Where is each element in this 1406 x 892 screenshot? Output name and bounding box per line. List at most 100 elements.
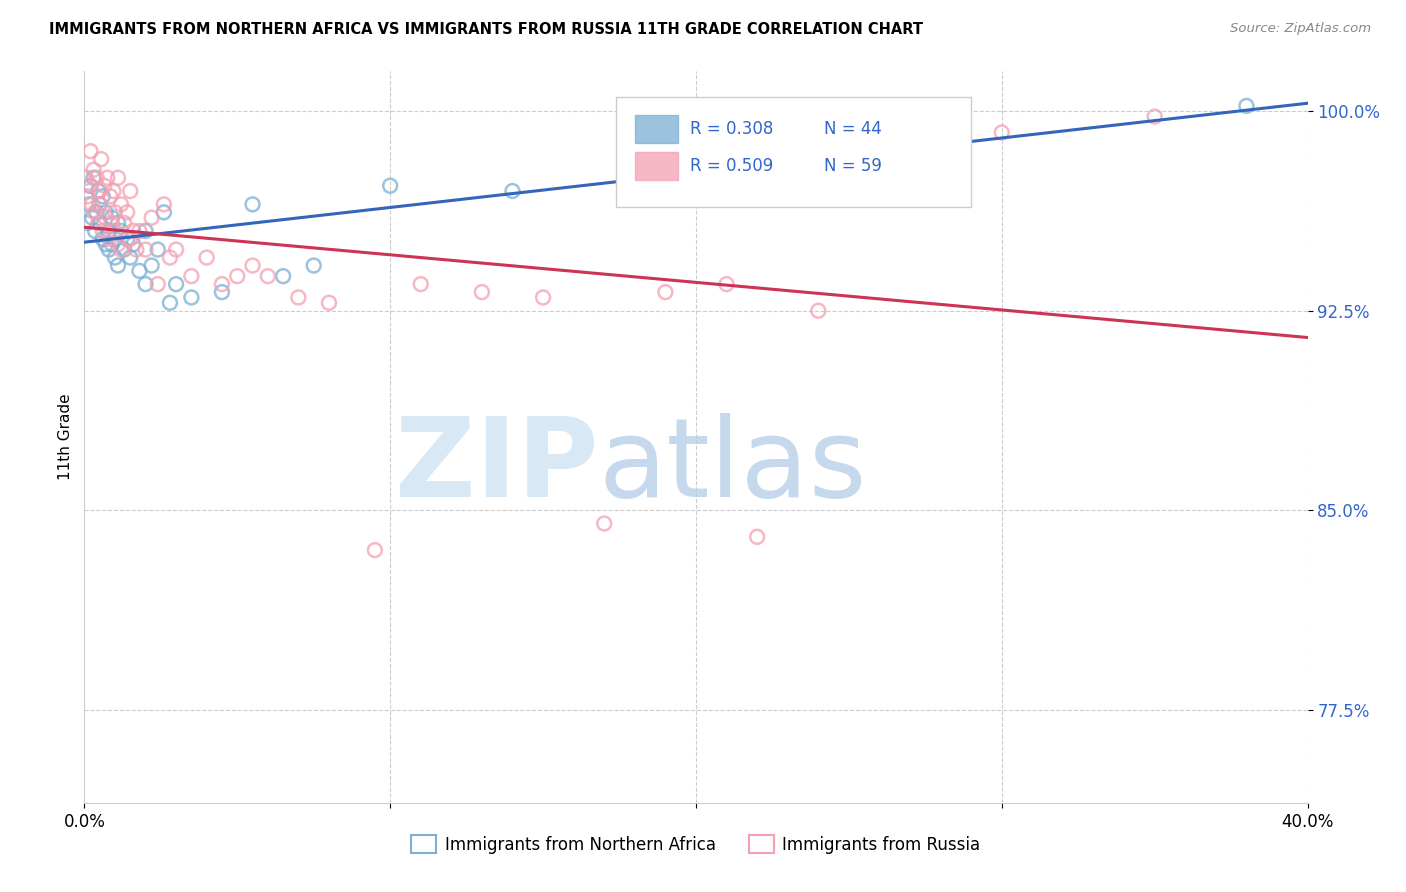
Point (159, 295, 181, 310)
Point (104, 251, 127, 265)
Point (125, 243, 148, 257)
Point (654, 285, 676, 299)
Point (79, 178, 101, 193)
Point (89, 197, 111, 211)
Point (112, 216, 135, 230)
Point (226, 269, 249, 284)
Point (93, 178, 115, 193)
Point (120, 251, 142, 265)
Point (115, 205, 138, 219)
Point (110, 224, 132, 238)
Point (91, 224, 114, 238)
Point (271, 269, 294, 284)
Point (180, 269, 202, 284)
Point (89, 184, 111, 198)
Point (89, 216, 111, 230)
Point (991, 126, 1014, 140)
Point (87, 216, 110, 230)
Point (135, 277, 157, 292)
Point (146, 277, 169, 292)
Point (110, 243, 132, 257)
Point (242, 197, 264, 211)
Point (318, 295, 340, 310)
Point (302, 259, 325, 273)
Point (80, 211, 103, 225)
Point (898, 178, 921, 193)
Point (747, 530, 769, 544)
Point (83, 170, 105, 185)
Point (91, 232, 114, 246)
Point (94, 237, 117, 252)
Point (97, 243, 120, 257)
Point (159, 251, 181, 265)
Point (91, 189, 114, 203)
Point (502, 184, 524, 198)
Point (122, 224, 145, 238)
Point (211, 285, 233, 299)
Text: N = 59: N = 59 (824, 157, 883, 175)
Point (76, 189, 98, 203)
Point (103, 184, 125, 198)
Point (76, 216, 98, 230)
Point (80, 197, 103, 211)
Point (110, 197, 132, 211)
Point (87, 184, 110, 198)
Legend: Immigrants from Northern Africa, Immigrants from Russia: Immigrants from Northern Africa, Immigra… (405, 829, 987, 860)
Point (96, 170, 118, 185)
Point (716, 277, 738, 292)
Point (112, 243, 135, 257)
Point (84, 224, 107, 238)
Point (101, 237, 124, 252)
Point (141, 259, 163, 273)
Point (146, 243, 169, 257)
Point (101, 216, 124, 230)
Point (180, 290, 202, 304)
Point (84, 205, 107, 219)
Point (120, 184, 142, 198)
Text: ZIP: ZIP (395, 413, 598, 520)
Point (89, 197, 111, 211)
Point (122, 237, 145, 252)
Bar (636, 152, 678, 179)
Point (104, 232, 127, 246)
Bar (636, 115, 678, 143)
Point (97, 232, 120, 246)
Text: atlas: atlas (598, 413, 866, 520)
Point (135, 224, 157, 238)
Point (107, 216, 129, 230)
Point (135, 243, 157, 257)
Point (97, 224, 120, 238)
Point (115, 232, 138, 246)
Point (153, 197, 176, 211)
Point (128, 224, 150, 238)
Point (195, 251, 218, 265)
Point (380, 178, 402, 193)
Point (98, 189, 121, 203)
Point (101, 211, 124, 225)
Point (83, 162, 105, 177)
Point (94, 205, 117, 219)
Point (107, 170, 129, 185)
Point (1236, 99, 1258, 113)
Point (807, 303, 830, 318)
Point (531, 290, 554, 304)
Y-axis label: 11th Grade: 11th Grade (58, 393, 73, 481)
Point (77, 197, 100, 211)
Point (685, 104, 707, 119)
Point (107, 259, 129, 273)
Point (409, 277, 432, 292)
Point (165, 243, 187, 257)
Point (86, 170, 108, 185)
Point (153, 205, 176, 219)
Point (104, 205, 127, 219)
Point (141, 211, 163, 225)
Point (90, 152, 112, 166)
Point (242, 259, 264, 273)
Text: IMMIGRANTS FROM NORTHERN AFRICA VS IMMIGRANTS FROM RUSSIA 11TH GRADE CORRELATION: IMMIGRANTS FROM NORTHERN AFRICA VS IMMIG… (49, 22, 924, 37)
Point (94, 211, 117, 225)
Point (287, 290, 309, 304)
Text: R = 0.308: R = 0.308 (690, 120, 773, 138)
Point (211, 277, 233, 292)
Point (86, 205, 108, 219)
Point (75, 170, 97, 185)
